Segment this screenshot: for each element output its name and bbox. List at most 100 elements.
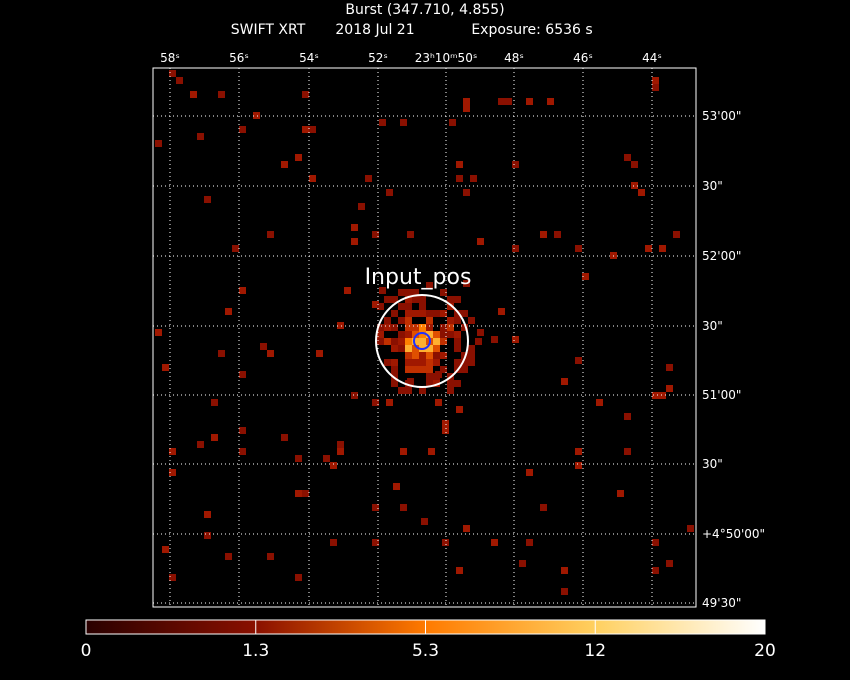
pixel: [645, 245, 652, 252]
pixel: [218, 91, 225, 98]
pixel: [419, 387, 426, 394]
pixel: [468, 359, 475, 366]
pixel: [442, 539, 449, 546]
pixel: [330, 539, 337, 546]
pixel: [398, 317, 405, 324]
pixel: [337, 322, 344, 329]
pixel: [426, 373, 433, 380]
pixel: [666, 560, 673, 567]
pixel: [561, 378, 568, 385]
pixel: [384, 296, 391, 303]
pixel: [456, 161, 463, 168]
pixel: [400, 448, 407, 455]
pixel: [433, 373, 440, 380]
pixel: [512, 161, 519, 168]
pixel: [391, 359, 398, 366]
pixel: [575, 448, 582, 455]
pixel: [419, 303, 426, 310]
pixel: [239, 427, 246, 434]
pixel: [365, 175, 372, 182]
pixel: [295, 490, 302, 497]
pixel: [412, 338, 419, 345]
pixel: [498, 308, 505, 315]
pixel: [302, 91, 309, 98]
pixel: [379, 287, 386, 294]
pixel: [454, 310, 461, 317]
pixel: [554, 231, 561, 238]
pixel: [218, 350, 225, 357]
pixel: [302, 126, 309, 133]
pixel: [426, 359, 433, 366]
pixel: [169, 448, 176, 455]
pixel: [440, 352, 447, 359]
pixel: [426, 331, 433, 338]
right-tick-label: 30": [702, 457, 723, 471]
pixel: [426, 317, 433, 324]
pixel: [454, 331, 461, 338]
pixel: [393, 483, 400, 490]
colorbar-ticks: 0 1.3 5.3 12 20: [81, 620, 776, 661]
pixel: [624, 413, 631, 420]
pixel: [405, 303, 412, 310]
pixel: [419, 331, 426, 338]
pixel: [377, 324, 384, 331]
pixel: [412, 352, 419, 359]
pixel: [426, 366, 433, 373]
pixel: [400, 119, 407, 126]
pixel: [405, 359, 412, 366]
pixel: [419, 359, 426, 366]
pixel: [463, 525, 470, 532]
pixel: [372, 231, 379, 238]
pixel: [239, 371, 246, 378]
pixel: [405, 317, 412, 324]
pixel: [447, 324, 454, 331]
pixel: [659, 245, 666, 252]
right-tick-label: 52'00": [702, 249, 741, 263]
pixel: [162, 546, 169, 553]
pixel: [652, 567, 659, 574]
pixel: [351, 238, 358, 245]
pixel: [463, 98, 470, 105]
pixel: [412, 331, 419, 338]
pixel: [421, 518, 428, 525]
pixel: [526, 98, 533, 105]
pixel: [433, 310, 440, 317]
pixel: [169, 469, 176, 476]
pixel: [412, 289, 419, 296]
pixel: [426, 380, 433, 387]
pixel: [239, 287, 246, 294]
pixel: [384, 317, 391, 324]
pixel: [463, 280, 470, 287]
pixel: [561, 588, 568, 595]
pixel: [652, 539, 659, 546]
pixel: [379, 119, 386, 126]
right-tick-label: +4°50'00": [702, 527, 765, 541]
pixel: [547, 98, 554, 105]
pixel: [463, 189, 470, 196]
pixel: [433, 338, 440, 345]
pixel: [309, 126, 316, 133]
pixel: [454, 317, 461, 324]
pixel: [412, 310, 419, 317]
pixel: [435, 399, 442, 406]
pixel: [253, 112, 260, 119]
pixel: [405, 352, 412, 359]
pixel: [652, 84, 659, 91]
pixel: [426, 345, 433, 352]
pixel: [498, 98, 505, 105]
pixel: [169, 70, 176, 77]
top-tick-label: 58ˢ: [160, 51, 180, 65]
pixel: [344, 287, 351, 294]
pixel: [526, 539, 533, 546]
pixel: [351, 224, 358, 231]
pixel: [190, 91, 197, 98]
pixel: [461, 359, 468, 366]
pixel: [372, 301, 379, 308]
pixel: [391, 373, 398, 380]
pixel: [337, 441, 344, 448]
pixel: [384, 338, 391, 345]
pixel: [337, 448, 344, 455]
pixel: [391, 324, 398, 331]
pixel: [386, 189, 393, 196]
pixel: [398, 345, 405, 352]
